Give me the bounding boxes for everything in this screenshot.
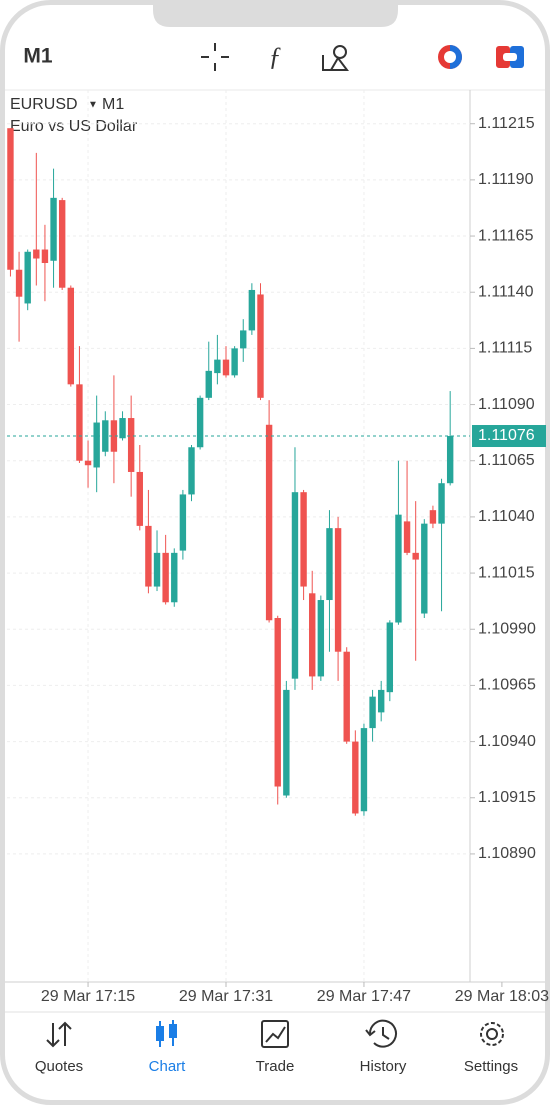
candle-body [33,249,40,259]
candle-body [283,689,290,796]
candle-body [386,622,394,693]
y-tick-label: 1.11040 [478,508,535,525]
plot-area: 1.11215 1.11190 1.11165 1.11140 1.11115 1.110… [7,90,549,1005]
x-tick-label: 29 Mar 17:31 [179,988,273,1005]
candle-body [205,370,212,398]
y-tick-label: 1.10915 [478,789,536,806]
history-icon[interactable] [365,1019,397,1048]
trade-nav-icon[interactable] [261,1020,289,1048]
one-click-icon[interactable] [438,45,462,69]
nav-label[interactable]: Quotes [35,1058,83,1075]
candle-body [58,200,66,288]
candle-body [317,600,325,677]
y-tick-label: 1.11065 [478,452,535,469]
indicators-icon[interactable]: ƒ [269,42,282,71]
candle-body [196,397,204,448]
candle-body [50,197,57,261]
current-price-box [472,425,546,448]
candle-body [76,384,83,461]
candle-body [136,471,143,526]
candle-body [300,492,307,587]
candle-body [153,552,161,587]
symbol-dropdown-icon[interactable]: ▼ [88,100,98,111]
candle-body [222,359,230,376]
candle-body [145,525,152,587]
candle-body [24,251,31,304]
y-tick-label: 1.11215 [478,115,535,132]
candle-body [395,514,402,623]
candle-body [67,287,75,385]
candle-body [412,552,419,560]
chart-timeframe: M1 [102,96,124,113]
candle-body [421,523,428,614]
candle-body [446,436,454,484]
x-tick-label: 29 Mar 17:47 [317,988,411,1005]
candle-body [240,330,247,349]
x-tick-label: 29 Mar 18:03 [455,988,549,1005]
candle-body [41,249,49,264]
y-tick-label: 1.11115 [478,340,532,357]
candle-body [15,269,23,297]
candle-body [352,741,359,814]
candle-body [403,521,411,553]
candle-body [309,593,316,677]
chart-icon[interactable] [156,1020,177,1047]
candle-body [214,359,221,374]
timeframe-button[interactable]: M1 [23,45,52,68]
candle-body [343,651,350,742]
candle-body [110,420,118,452]
candle-body [248,289,256,331]
y-tick-label: 1.10965 [478,677,536,694]
y-tick-label: 1.11190 [478,171,534,188]
bottom-nav: Quotes Chart Trade History Settings [35,1019,518,1075]
notch [153,0,398,27]
y-tick-label: 1.11090 [478,396,535,413]
candle-body [334,528,342,652]
y-tick-label: 1.10940 [478,733,536,750]
settings-icon[interactable] [480,1022,504,1046]
nav-label[interactable]: History [360,1058,407,1075]
symbol-description: Euro vs US Dollar [10,118,138,135]
candle-body [162,552,169,603]
candle-body [291,492,299,679]
candle-body [119,418,126,439]
y-tick-label: 1.11165 [478,227,534,244]
nav-label[interactable]: Settings [464,1058,518,1075]
trade-icon[interactable] [496,46,524,68]
candle-body [179,494,187,551]
candle-body [257,294,264,398]
y-tick-label: 1.11015 [478,564,535,581]
y-tick-label: 1.10990 [478,620,536,637]
symbol[interactable]: EURUSD [10,96,78,113]
candle-body [93,422,100,468]
candle-body [429,510,437,524]
x-tick-label: 29 Mar 17:15 [41,988,135,1005]
quotes-icon[interactable] [46,1021,72,1048]
crosshair-icon[interactable] [201,43,229,71]
candle-body [369,696,376,729]
candle-body [231,348,238,376]
y-tick-label: 1.10890 [478,845,536,862]
candle-body [274,618,281,787]
y-tick-label: 1.11140 [478,283,534,300]
candle-body [84,460,92,466]
candle-body [438,483,445,524]
candle-body [265,424,273,621]
candle-body [326,528,333,601]
candle-body [7,128,14,270]
candle-body [377,689,385,713]
nav-label[interactable]: Trade [256,1058,295,1075]
candle-body [127,418,135,472]
candle-body [188,447,195,495]
nav-label[interactable]: Chart [149,1058,187,1075]
candle-body [171,552,178,603]
objects-icon[interactable] [322,45,349,71]
candle-body [360,728,368,812]
current-price-label: 1.11076 [478,427,535,444]
